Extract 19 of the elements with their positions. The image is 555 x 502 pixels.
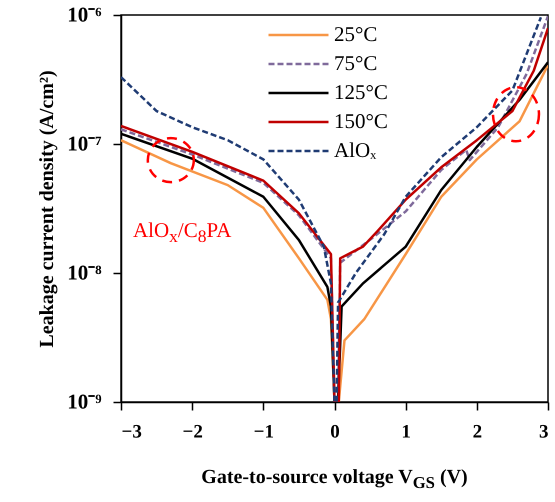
x-tick-label: 3: [539, 422, 548, 442]
legend-label: AlOₓ: [334, 138, 378, 162]
x-tick-label: −3: [122, 422, 142, 442]
y-tick-label: 10⁻⁹: [67, 390, 102, 414]
x-tick-label: 1: [401, 422, 411, 442]
x-axis-title: Gate-to-source voltage V$_{GS}$ (V): [200, 466, 469, 493]
y-tick-label: 10⁻⁷: [67, 132, 102, 156]
legend-label: 125°C: [334, 80, 388, 104]
y-axis-title: Leakage current density (A/cm²): [36, 70, 58, 348]
y-tick-label: 10⁻⁸: [67, 260, 102, 284]
x-tick-label: 0: [330, 422, 340, 442]
x-tick-label: −1: [254, 422, 274, 442]
legend-label: 25°C: [334, 22, 378, 46]
x-tick-label: 2: [472, 422, 482, 442]
y-tick-label: 10⁻⁶: [67, 2, 102, 26]
legend-label: 150°C: [334, 109, 388, 133]
legend-label: 75°C: [334, 51, 378, 75]
annotation: AlO$_{x}$/C$_{8}$PA: [133, 218, 232, 248]
x-tick-label: −2: [182, 422, 203, 442]
